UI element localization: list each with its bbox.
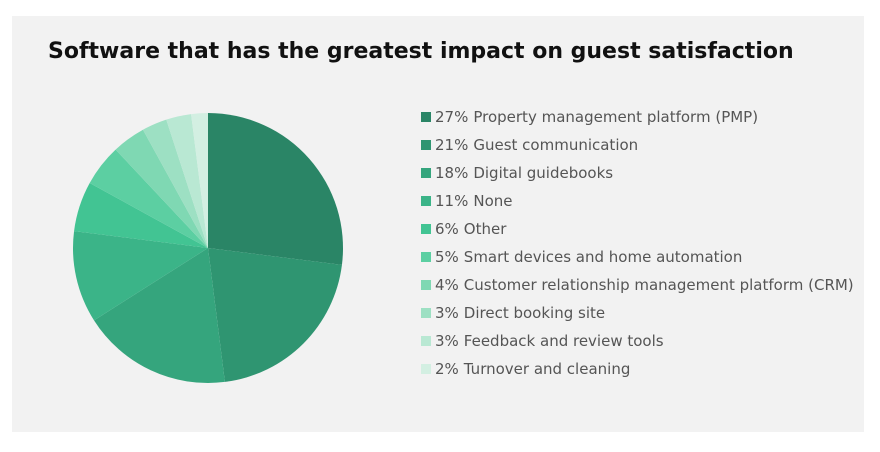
legend-value: 3% bbox=[435, 304, 459, 322]
legend-label: Customer relationship management platfor… bbox=[464, 276, 854, 294]
legend-entry: 4% Customer relationship management platf… bbox=[435, 276, 854, 294]
legend-label: Feedback and review tools bbox=[464, 332, 664, 350]
legend-label: Smart devices and home automation bbox=[464, 248, 743, 266]
legend-swatch bbox=[421, 364, 431, 374]
legend-value: 2% bbox=[435, 360, 459, 378]
legend-swatch bbox=[421, 140, 431, 150]
legend-label: None bbox=[473, 192, 512, 210]
pie-slice bbox=[191, 113, 208, 248]
legend-entry: 5% Smart devices and home automation bbox=[435, 248, 742, 266]
chart-title: Software that has the greatest impact on… bbox=[48, 39, 794, 64]
legend-entry: 11% None bbox=[435, 192, 512, 210]
legend-entry: 3% Direct booking site bbox=[435, 304, 605, 322]
legend-label: Turnover and cleaning bbox=[463, 360, 631, 378]
pie-slice bbox=[89, 149, 208, 248]
pie-slice bbox=[208, 113, 343, 265]
pie-slice bbox=[142, 119, 208, 249]
pie-slice bbox=[166, 114, 208, 248]
legend-value: 27% bbox=[435, 108, 468, 126]
legend-label: Digital guidebooks bbox=[473, 164, 613, 182]
legend-entry: 2% Turnover and cleaning bbox=[435, 360, 630, 378]
legend-entry: 3% Feedback and review tools bbox=[435, 332, 664, 350]
legend-label: Property management platform (PMP) bbox=[473, 108, 758, 126]
legend-swatch bbox=[421, 280, 431, 290]
legend-value: 5% bbox=[435, 248, 459, 266]
legend-value: 18% bbox=[435, 164, 468, 182]
legend-value: 21% bbox=[435, 136, 468, 154]
legend-value: 3% bbox=[435, 332, 459, 350]
pie-slice bbox=[115, 129, 208, 248]
pie-slice bbox=[208, 248, 342, 382]
legend-label: Direct booking site bbox=[464, 304, 605, 322]
legend-swatch bbox=[421, 168, 431, 178]
legend-label: Other bbox=[464, 220, 507, 238]
legend-label: Guest communication bbox=[473, 136, 638, 154]
pie-slice bbox=[94, 248, 225, 383]
legend-entry: 21% Guest communication bbox=[435, 136, 638, 154]
legend-swatch bbox=[421, 224, 431, 234]
legend-swatch bbox=[421, 112, 431, 122]
legend-swatch bbox=[421, 252, 431, 262]
legend-entry: 18% Digital guidebooks bbox=[435, 164, 613, 182]
pie-slice bbox=[72, 231, 208, 321]
legend-entry: 6% Other bbox=[435, 220, 507, 238]
legend-value: 4% bbox=[435, 276, 459, 294]
legend-value: 6% bbox=[435, 220, 459, 238]
pie-slice bbox=[74, 182, 208, 248]
legend-entry: 27% Property management platform (PMP) bbox=[435, 108, 758, 126]
legend-swatch bbox=[421, 196, 431, 206]
legend-swatch bbox=[421, 308, 431, 318]
legend-swatch bbox=[421, 336, 431, 346]
legend-value: 11% bbox=[435, 192, 468, 210]
